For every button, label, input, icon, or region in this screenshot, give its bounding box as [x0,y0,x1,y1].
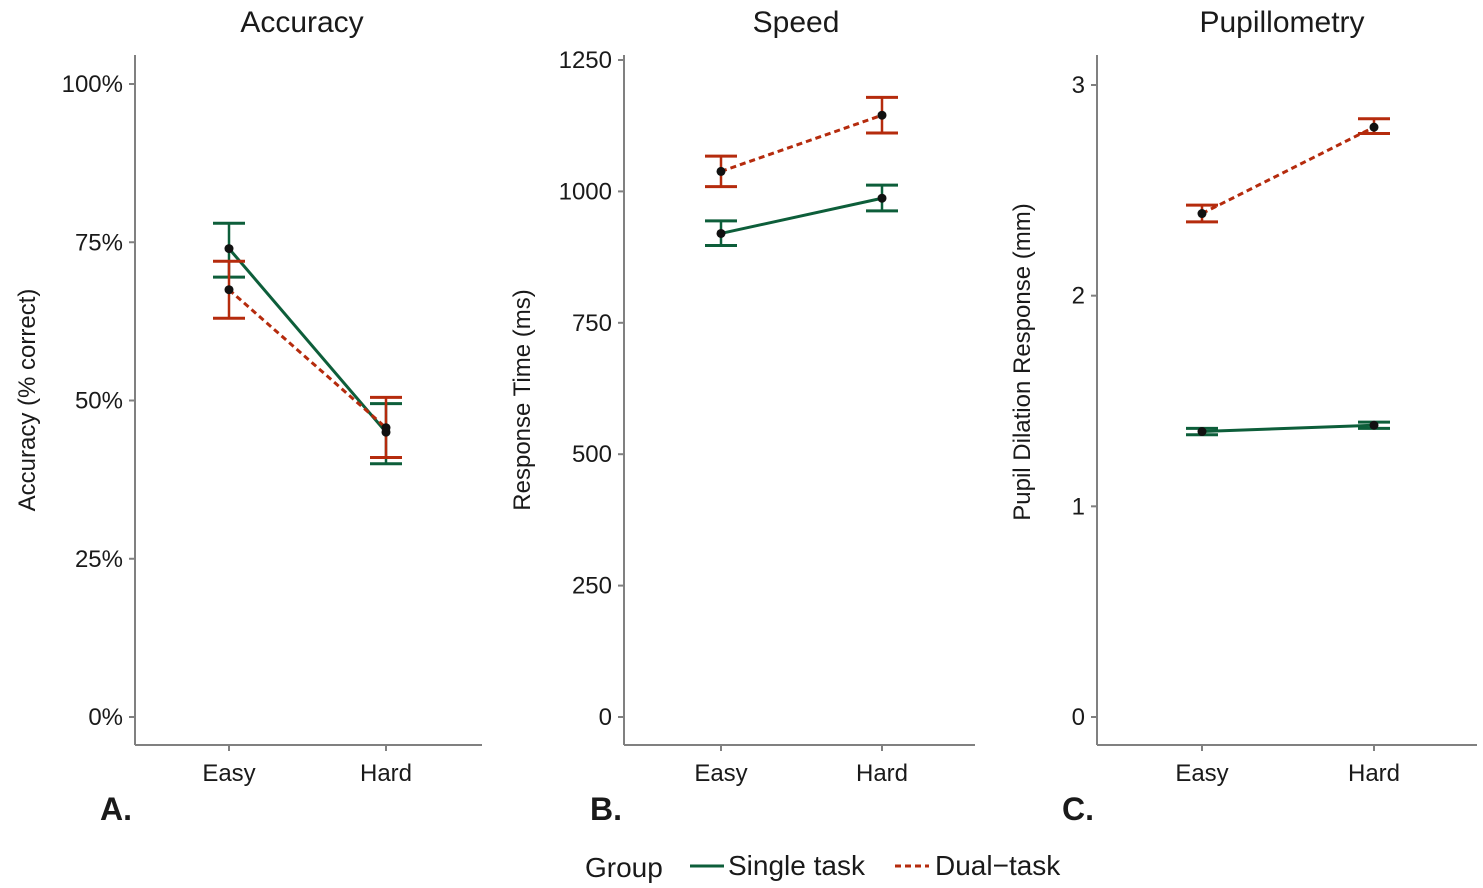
y-tick-label: 0 [599,704,612,731]
y-tick-label: 100% [62,71,123,98]
x-tick-label: Hard [1348,760,1400,787]
series-line-single [720,196,883,235]
series-line-single [227,247,388,434]
x-tick-label: Hard [856,760,908,787]
x-tick-label: Easy [202,760,255,787]
data-point-dual [1197,209,1207,219]
series-single [213,221,402,466]
y-tick-label: 0% [88,704,123,731]
y-tick-label: 25% [75,546,123,573]
y-axis-title: Pupil Dilation Response (mm) [1009,203,1036,520]
x-tick-label: Hard [360,760,412,787]
series-line-dual [720,113,883,173]
data-point-dual [1369,122,1379,132]
series-dual [1186,117,1390,224]
data-point-single [1197,427,1207,437]
chart-panel-1: Accuracy 0% 25% 50% 75% 100% Easy Hard Accuracy … [14,6,482,827]
y-tick-label: 3 [1072,72,1085,99]
y-tick-label: 750 [572,310,612,337]
series-dual [705,95,898,189]
x-tick-label: Easy [694,760,747,787]
series-line-dual [228,288,387,429]
legend: Group Single task Dual−task [585,850,1061,883]
y-axis-title: Response Time (ms) [509,289,536,510]
x-tick-label: Easy [1175,760,1228,787]
data-point-dual [716,166,726,176]
legend-title: Group [585,852,663,883]
data-point-dual [877,110,887,120]
data-point-single [716,228,726,238]
data-point-dual [224,285,234,295]
y-tick-label: 2 [1072,283,1085,310]
series-single [1186,420,1390,437]
legend-label-dual: Dual−task [935,850,1061,881]
series-single [705,183,898,248]
y-tick-label: 1250 [559,47,612,74]
chart-panel-2: Speed 0 250 500 750 1000 1250 Easy Hard Response … [509,6,975,827]
panel-title: Pupillometry [1199,6,1364,39]
data-point-single [877,193,887,203]
data-point-single [224,244,234,254]
y-tick-label: 500 [572,441,612,468]
data-point-dual [381,423,391,433]
series-line-dual [1201,125,1375,215]
panel-letter: A. [100,791,132,827]
series-line-single [1201,423,1375,434]
y-tick-label: 0 [1072,704,1085,731]
chart-panels: Accuracy 0% 25% 50% 75% 100% Easy Hard Accuracy … [14,6,1477,827]
y-axis-title: Accuracy (% correct) [14,289,41,512]
y-tick-label: 1 [1072,493,1085,520]
data-point-single [1369,420,1379,430]
panel-letter: C. [1062,791,1094,827]
y-tick-label: 50% [75,388,123,415]
legend-label-single: Single task [728,850,866,881]
y-tick-label: 75% [75,229,123,256]
y-tick-label: 1000 [559,178,612,205]
series-dual [213,259,402,459]
y-tick-label: 250 [572,573,612,600]
panel-title: Speed [753,6,840,39]
panel-title: Accuracy [240,6,363,39]
panel-letter: B. [590,791,622,827]
chart-panel-3: Pupillometry 0 1 2 3 Easy Hard Pupil Dilation R… [1009,6,1477,827]
